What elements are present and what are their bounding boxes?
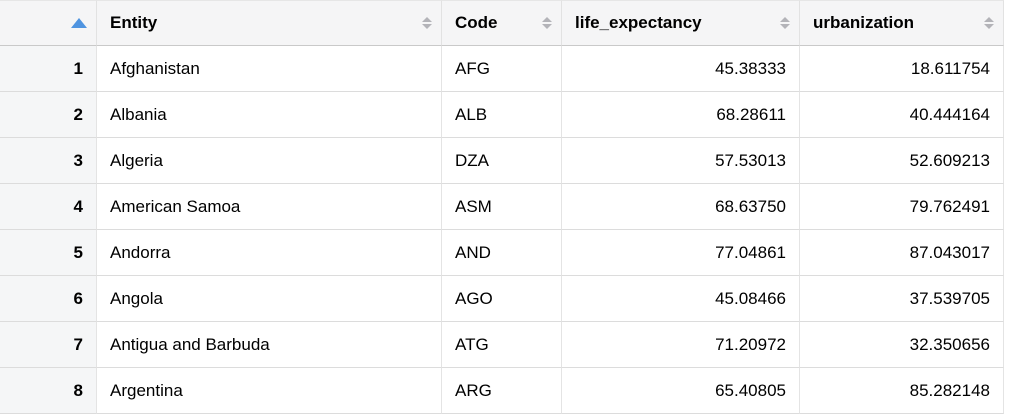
- table-row: 8 Argentina ARG 65.40805 85.282148: [0, 368, 1004, 414]
- sorter-icon: [542, 17, 552, 29]
- row-number: 7: [0, 322, 97, 368]
- column-header-code[interactable]: Code: [442, 0, 562, 46]
- column-label-entity: Entity: [110, 13, 158, 32]
- row-number: 2: [0, 92, 97, 138]
- table-body: 1 Afghanistan AFG 45.38333 18.611754 2 A…: [0, 46, 1004, 414]
- table-row: 6 Angola AGO 45.08466 37.539705: [0, 276, 1004, 322]
- cell-life-expectancy: 57.53013: [562, 138, 800, 184]
- column-header-entity[interactable]: Entity: [97, 0, 442, 46]
- cell-entity: Angola: [97, 276, 442, 322]
- sorter-icon: [780, 17, 790, 29]
- cell-code: ATG: [442, 322, 562, 368]
- cell-urbanization: 52.609213: [800, 138, 1004, 184]
- sorter-icon: [422, 17, 432, 29]
- row-number: 3: [0, 138, 97, 184]
- row-number: 6: [0, 276, 97, 322]
- cell-code: ASM: [442, 184, 562, 230]
- cell-life-expectancy: 45.08466: [562, 276, 800, 322]
- row-number: 4: [0, 184, 97, 230]
- cell-life-expectancy: 68.63750: [562, 184, 800, 230]
- sort-ascending-icon: [71, 18, 87, 28]
- table-row: 7 Antigua and Barbuda ATG 71.20972 32.35…: [0, 322, 1004, 368]
- table-row: 5 Andorra AND 77.04861 87.043017: [0, 230, 1004, 276]
- cell-life-expectancy: 77.04861: [562, 230, 800, 276]
- row-number: 5: [0, 230, 97, 276]
- table-row: 1 Afghanistan AFG 45.38333 18.611754: [0, 46, 1004, 92]
- table-row: 4 American Samoa ASM 68.63750 79.762491: [0, 184, 1004, 230]
- cell-urbanization: 40.444164: [800, 92, 1004, 138]
- cell-entity: Argentina: [97, 368, 442, 414]
- cell-urbanization: 32.350656: [800, 322, 1004, 368]
- sorter-icon: [984, 17, 994, 29]
- cell-entity: Andorra: [97, 230, 442, 276]
- row-number: 8: [0, 368, 97, 414]
- column-header-urbanization[interactable]: urbanization: [800, 0, 1004, 46]
- column-label-urbanization: urbanization: [813, 13, 915, 32]
- cell-urbanization: 37.539705: [800, 276, 1004, 322]
- cell-entity: Algeria: [97, 138, 442, 184]
- cell-code: AFG: [442, 46, 562, 92]
- cell-urbanization: 79.762491: [800, 184, 1004, 230]
- cell-code: AND: [442, 230, 562, 276]
- cell-code: DZA: [442, 138, 562, 184]
- cell-urbanization: 18.611754: [800, 46, 1004, 92]
- column-label-life-expectancy: life_expectancy: [575, 13, 702, 32]
- header-row: Entity Code life_expectancy urbanization: [0, 0, 1004, 46]
- cell-urbanization: 85.282148: [800, 368, 1004, 414]
- table-header: Entity Code life_expectancy urbanization: [0, 0, 1004, 46]
- cell-code: ARG: [442, 368, 562, 414]
- cell-entity: American Samoa: [97, 184, 442, 230]
- cell-entity: Afghanistan: [97, 46, 442, 92]
- cell-life-expectancy: 45.38333: [562, 46, 800, 92]
- cell-life-expectancy: 68.28611: [562, 92, 800, 138]
- column-header-row-index[interactable]: [0, 0, 97, 46]
- table-row: 2 Albania ALB 68.28611 40.444164: [0, 92, 1004, 138]
- cell-entity: Antigua and Barbuda: [97, 322, 442, 368]
- column-header-life-expectancy[interactable]: life_expectancy: [562, 0, 800, 46]
- cell-entity: Albania: [97, 92, 442, 138]
- cell-code: AGO: [442, 276, 562, 322]
- column-label-code: Code: [455, 13, 498, 32]
- cell-life-expectancy: 65.40805: [562, 368, 800, 414]
- cell-code: ALB: [442, 92, 562, 138]
- cell-life-expectancy: 71.20972: [562, 322, 800, 368]
- row-number: 1: [0, 46, 97, 92]
- table-row: 3 Algeria DZA 57.53013 52.609213: [0, 138, 1004, 184]
- cell-urbanization: 87.043017: [800, 230, 1004, 276]
